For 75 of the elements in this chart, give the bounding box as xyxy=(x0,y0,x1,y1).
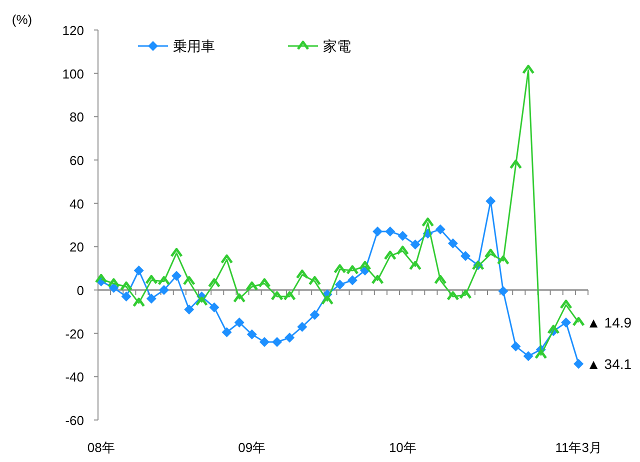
point xyxy=(182,276,196,286)
point xyxy=(510,160,522,170)
point xyxy=(94,274,108,284)
y-tick-label: -20 xyxy=(65,326,84,342)
y-tick-label: 20 xyxy=(70,240,84,255)
point xyxy=(561,318,572,328)
y-tick-label: -60 xyxy=(65,413,84,428)
point xyxy=(297,322,308,332)
y-tick-label: 100 xyxy=(62,66,84,82)
point xyxy=(410,240,420,250)
point xyxy=(296,270,308,280)
point xyxy=(560,300,572,310)
point xyxy=(310,310,320,320)
point xyxy=(408,260,422,270)
x-tick-label: 08年 xyxy=(87,440,115,455)
point xyxy=(358,260,372,270)
x-tick-label: 10年 xyxy=(388,440,416,455)
point xyxy=(534,350,548,360)
legend-label: 家電 xyxy=(323,38,351,54)
point xyxy=(372,226,383,236)
x-tick-label: 11年3月 xyxy=(555,440,602,455)
annotation: ▲ 34.1 xyxy=(586,356,632,372)
point xyxy=(259,337,270,347)
point xyxy=(170,248,183,258)
legend-label: 乗用車 xyxy=(173,38,215,54)
point xyxy=(460,250,470,261)
point xyxy=(422,218,434,228)
point xyxy=(396,246,409,256)
point xyxy=(134,266,144,276)
y-tick-label: -40 xyxy=(65,370,84,385)
point xyxy=(371,275,384,284)
point xyxy=(172,270,182,281)
point xyxy=(486,196,496,206)
point xyxy=(321,296,334,306)
point xyxy=(284,332,295,343)
point xyxy=(398,230,408,241)
point xyxy=(308,276,321,286)
point xyxy=(435,224,446,234)
point xyxy=(209,302,220,312)
point xyxy=(195,296,208,306)
y-tick-label: 80 xyxy=(70,110,84,125)
point xyxy=(246,329,257,340)
point xyxy=(498,286,508,296)
point xyxy=(448,238,458,248)
point xyxy=(146,294,156,304)
point xyxy=(496,256,510,265)
point xyxy=(132,298,146,308)
point xyxy=(233,293,246,303)
point xyxy=(484,248,497,258)
point xyxy=(272,337,282,347)
point xyxy=(434,275,447,284)
y-tick-label: 120 xyxy=(62,23,84,38)
point xyxy=(510,341,521,352)
point xyxy=(121,292,132,302)
point xyxy=(523,351,534,362)
point xyxy=(222,327,232,338)
annotation: ▲ 14.9 xyxy=(586,314,632,330)
point xyxy=(234,318,244,328)
point xyxy=(522,64,535,74)
point xyxy=(158,285,169,295)
point xyxy=(334,280,345,290)
point xyxy=(184,304,194,314)
point xyxy=(208,278,220,288)
y-tick-label: 40 xyxy=(70,196,84,212)
point xyxy=(108,282,119,293)
point xyxy=(572,317,585,327)
x-tick-label: 09年 xyxy=(238,440,266,455)
point xyxy=(347,275,358,286)
y-tick-label: 0 xyxy=(76,283,84,298)
point xyxy=(384,250,396,260)
point xyxy=(574,358,584,369)
point xyxy=(220,254,234,264)
y-tick-label: 60 xyxy=(70,153,84,168)
y-axis-title: (%) xyxy=(12,12,32,27)
point xyxy=(385,226,396,236)
